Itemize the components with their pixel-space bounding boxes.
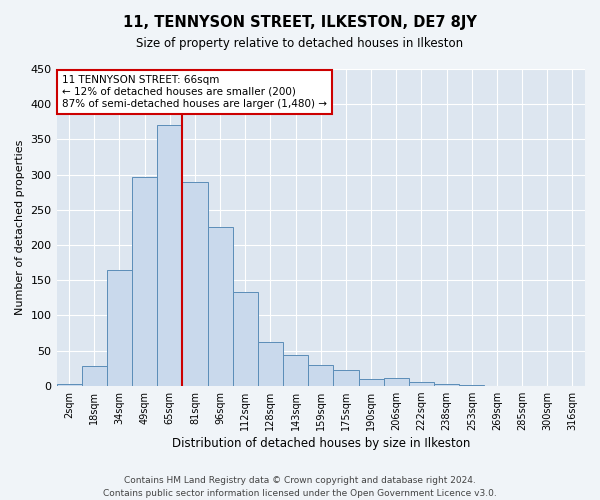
Bar: [258, 342, 283, 386]
Bar: [308, 366, 334, 386]
Bar: [82, 366, 107, 386]
Bar: [157, 126, 182, 386]
Bar: [233, 292, 258, 386]
Bar: [107, 270, 132, 386]
Bar: [459, 385, 484, 386]
Bar: [383, 378, 409, 386]
Bar: [334, 370, 359, 386]
Text: 11, TENNYSON STREET, ILKESTON, DE7 8JY: 11, TENNYSON STREET, ILKESTON, DE7 8JY: [123, 15, 477, 30]
Bar: [56, 384, 82, 386]
Bar: [359, 378, 383, 386]
Bar: [409, 382, 434, 386]
Bar: [208, 228, 233, 386]
Text: 11 TENNYSON STREET: 66sqm
← 12% of detached houses are smaller (200)
87% of semi: 11 TENNYSON STREET: 66sqm ← 12% of detac…: [62, 76, 327, 108]
Text: Contains HM Land Registry data © Crown copyright and database right 2024.
Contai: Contains HM Land Registry data © Crown c…: [103, 476, 497, 498]
X-axis label: Distribution of detached houses by size in Ilkeston: Distribution of detached houses by size …: [172, 437, 470, 450]
Bar: [283, 356, 308, 386]
Text: Size of property relative to detached houses in Ilkeston: Size of property relative to detached ho…: [136, 38, 464, 51]
Y-axis label: Number of detached properties: Number of detached properties: [15, 140, 25, 315]
Bar: [182, 182, 208, 386]
Bar: [434, 384, 459, 386]
Bar: [132, 178, 157, 386]
